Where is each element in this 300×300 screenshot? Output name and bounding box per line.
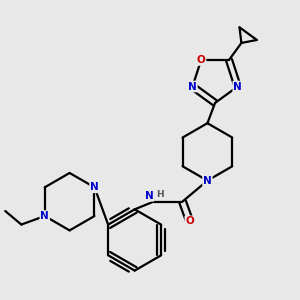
- Text: N: N: [203, 176, 212, 186]
- Text: N: N: [40, 211, 49, 221]
- Text: N: N: [145, 191, 154, 201]
- Text: O: O: [197, 55, 206, 65]
- Text: O: O: [185, 216, 194, 226]
- Text: H: H: [156, 190, 163, 199]
- Text: N: N: [188, 82, 197, 92]
- Text: N: N: [90, 182, 99, 192]
- Text: N: N: [233, 82, 242, 92]
